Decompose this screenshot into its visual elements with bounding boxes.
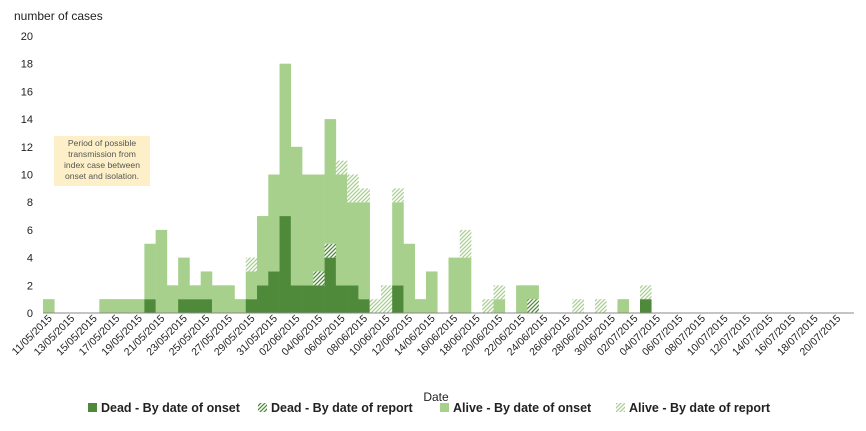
bar-alive-by-date-of-onset — [234, 299, 247, 313]
y-tick-label: 16 — [21, 86, 33, 98]
bar-alive-by-date-of-report — [594, 299, 607, 313]
bar-alive-by-date-of-report — [358, 188, 370, 203]
bar-alive-by-date-of-report — [245, 257, 258, 272]
bar-alive-by-date-of-onset — [527, 285, 539, 300]
bar-alive-by-date-of-onset — [257, 216, 269, 286]
x-axis-title: Date — [423, 390, 449, 404]
bar-alive-by-date-of-report — [639, 285, 652, 300]
legend-label-dead-by-date-of-report: Dead - By date of report — [271, 401, 414, 415]
legend-swatch-alive-by-date-of-onset — [440, 403, 449, 412]
bar-dead-by-date-of-onset — [358, 299, 370, 313]
bar-dead-by-date-of-onset — [178, 299, 190, 313]
x-axis-ticks: 11/05/201513/05/201515/05/201517/05/2015… — [10, 313, 844, 359]
bar-alive-by-date-of-onset — [617, 299, 630, 313]
bar-alive-by-date-of-onset — [302, 174, 314, 286]
legend-label-dead-by-date-of-onset: Dead - By date of onset — [101, 401, 241, 415]
bar-alive-by-date-of-onset — [448, 257, 461, 313]
y-tick-label: 12 — [21, 142, 33, 154]
bar-alive-by-date-of-onset — [358, 202, 370, 300]
y-tick-label: 6 — [27, 225, 33, 237]
bar-dead-by-date-of-onset — [392, 285, 404, 313]
bar-alive-by-date-of-onset — [121, 299, 134, 313]
bar-dead-by-date-of-onset — [279, 216, 292, 313]
y-tick-label: 20 — [21, 31, 33, 43]
bar-alive-by-date-of-onset — [493, 299, 506, 313]
bar-dead-by-date-of-report — [324, 243, 337, 258]
bar-alive-by-date-of-onset — [414, 299, 427, 313]
bar-alive-by-date-of-onset — [133, 299, 145, 313]
bar-alive-by-date-of-onset — [166, 285, 179, 313]
bar-alive-by-date-of-onset — [516, 285, 528, 313]
y-tick-label: 14 — [21, 114, 33, 126]
bar-alive-by-date-of-onset — [110, 299, 123, 313]
bar-alive-by-date-of-onset — [245, 271, 258, 300]
bar-alive-by-date-of-onset — [189, 285, 201, 300]
bar-dead-by-date-of-onset — [290, 285, 303, 313]
y-tick-label: 18 — [21, 59, 33, 71]
bar-alive-by-date-of-onset — [392, 202, 404, 286]
bar-alive-by-date-of-onset — [155, 229, 168, 313]
transmission-period-annotation: Period of possible transmission from ind… — [54, 136, 150, 186]
bar-alive-by-date-of-onset — [313, 174, 325, 272]
bar-alive-by-date-of-onset — [335, 174, 348, 286]
bar-alive-by-date-of-onset — [223, 285, 235, 313]
bar-alive-by-date-of-report — [392, 188, 404, 203]
y-tick-label: 2 — [27, 280, 33, 292]
bar-alive-by-date-of-report — [482, 299, 494, 313]
bar-alive-by-date-of-report — [380, 285, 393, 313]
bar-alive-by-date-of-onset — [268, 174, 280, 272]
bar-alive-by-date-of-onset — [200, 271, 213, 300]
bar-alive-by-date-of-report — [369, 299, 382, 313]
bar-alive-by-date-of-report — [347, 174, 359, 203]
bar-alive-by-date-of-report — [335, 160, 348, 175]
bar-alive-by-date-of-onset — [178, 257, 190, 300]
bar-dead-by-date-of-onset — [324, 257, 337, 313]
y-tick-label: 0 — [27, 308, 33, 320]
bar-dead-by-date-of-onset — [189, 299, 201, 313]
legend: Dead - By date of onset Dead - By date of… — [88, 401, 771, 415]
bar-alive-by-date-of-onset — [459, 257, 472, 313]
bar-dead-by-date-of-onset — [245, 299, 258, 313]
y-tick-label: 4 — [27, 253, 33, 265]
legend-swatch-dead-by-date-of-onset — [88, 403, 97, 412]
bar-dead-by-date-of-onset — [302, 285, 314, 313]
legend-swatch-dead-by-date-of-report — [258, 403, 267, 412]
bar-alive-by-date-of-onset — [347, 202, 359, 286]
bar-alive-by-date-of-onset — [403, 243, 416, 313]
bar-alive-by-date-of-onset — [324, 119, 337, 244]
bar-alive-by-date-of-report — [493, 285, 506, 300]
bar-dead-by-date-of-report — [527, 299, 539, 313]
bar-dead-by-date-of-report — [313, 271, 325, 286]
bar-dead-by-date-of-onset — [257, 285, 269, 313]
bar-dead-by-date-of-onset — [200, 299, 213, 313]
y-tick-label: 10 — [21, 170, 33, 182]
legend-label-alive-by-date-of-report: Alive - By date of report — [629, 401, 771, 415]
y-axis-title: number of cases — [14, 9, 103, 23]
legend-swatch-alive-by-date-of-report — [616, 403, 625, 412]
bar-dead-by-date-of-onset — [335, 285, 348, 313]
bars-group — [43, 63, 652, 313]
bar-alive-by-date-of-onset — [144, 243, 156, 300]
y-axis-ticks: 0 2 4 6 8 10 12 14 16 18 20 — [21, 31, 33, 320]
bar-alive-by-date-of-onset — [279, 63, 292, 217]
bar-dead-by-date-of-onset — [144, 299, 156, 313]
legend-label-alive-by-date-of-onset: Alive - By date of onset — [453, 401, 592, 415]
y-tick-label: 8 — [27, 197, 33, 209]
bar-dead-by-date-of-onset — [313, 285, 325, 313]
bar-alive-by-date-of-report — [572, 299, 584, 313]
bar-alive-by-date-of-onset — [290, 146, 303, 286]
bar-alive-by-date-of-onset — [99, 299, 111, 313]
bar-dead-by-date-of-onset — [347, 285, 359, 313]
bar-alive-by-date-of-report — [459, 229, 472, 258]
bar-dead-by-date-of-onset — [268, 271, 280, 313]
bar-alive-by-date-of-onset — [211, 285, 224, 313]
bar-alive-by-date-of-onset — [425, 271, 438, 313]
bar-alive-by-date-of-onset — [43, 299, 55, 313]
bar-dead-by-date-of-onset — [639, 299, 652, 313]
